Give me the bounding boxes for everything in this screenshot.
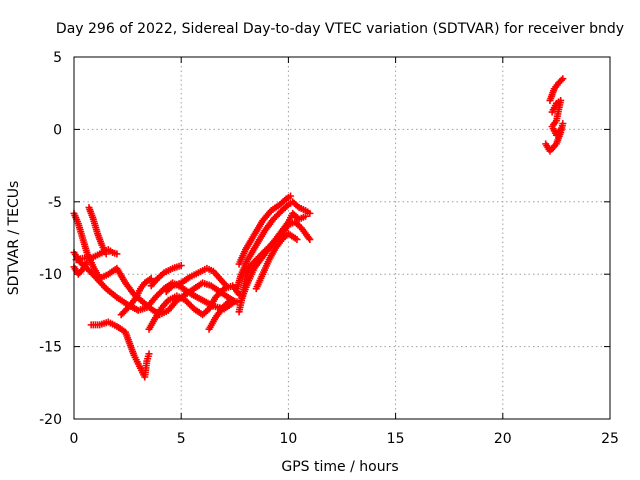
data-point — [145, 350, 153, 358]
data-point — [306, 209, 314, 217]
y-tick-label: -5 — [48, 195, 62, 211]
x-tick-label: 25 — [601, 431, 619, 447]
y-tick-label: 0 — [53, 122, 62, 138]
data-point — [102, 250, 110, 258]
plot-frame — [73, 56, 611, 420]
y-tick-label: -10 — [39, 267, 62, 283]
x-tick-label: 5 — [177, 431, 186, 447]
x-tick-label: 10 — [279, 431, 297, 447]
data-point — [305, 234, 313, 242]
y-tick-label: -20 — [39, 412, 62, 428]
grid-lines — [74, 57, 610, 419]
data-point — [233, 298, 241, 306]
data-point — [293, 235, 301, 243]
x-tick-label: 20 — [494, 431, 512, 447]
tick-labels: 0 5 10 15 20 25 -20 -15 -10 -5 0 5 — [39, 50, 619, 447]
y-tick-label: -15 — [39, 340, 62, 356]
data-point — [306, 235, 314, 243]
x-tick-label: 15 — [387, 431, 405, 447]
data-point — [219, 286, 227, 294]
data-point — [222, 282, 230, 290]
data-point — [177, 262, 185, 270]
data-point — [559, 120, 567, 128]
data-point — [557, 76, 565, 84]
data-point — [559, 75, 567, 83]
x-tick-label: 0 — [70, 431, 79, 447]
y-tick-label: 5 — [53, 50, 62, 66]
data-point — [557, 125, 565, 133]
chart-title: Day 296 of 2022, Sidereal Day-to-day VTE… — [56, 21, 624, 37]
data-point — [287, 192, 295, 200]
data-point — [113, 250, 121, 258]
data-points — [70, 75, 567, 381]
y-axis-label: SDTVAR / TECUs — [6, 181, 22, 296]
data-point — [83, 259, 91, 267]
x-axis-label: GPS time / hours — [281, 459, 398, 475]
data-point — [147, 275, 155, 283]
